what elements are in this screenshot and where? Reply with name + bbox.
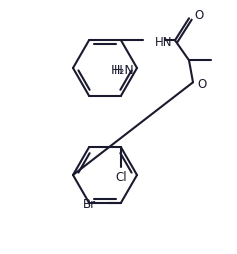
Text: HN: HN: [155, 36, 173, 49]
Text: O: O: [197, 78, 206, 91]
Text: Br: Br: [83, 198, 96, 211]
Text: Cl: Cl: [115, 171, 127, 184]
Text: O: O: [194, 9, 203, 22]
Text: H: H: [114, 64, 123, 76]
Text: H₂N: H₂N: [111, 64, 135, 76]
